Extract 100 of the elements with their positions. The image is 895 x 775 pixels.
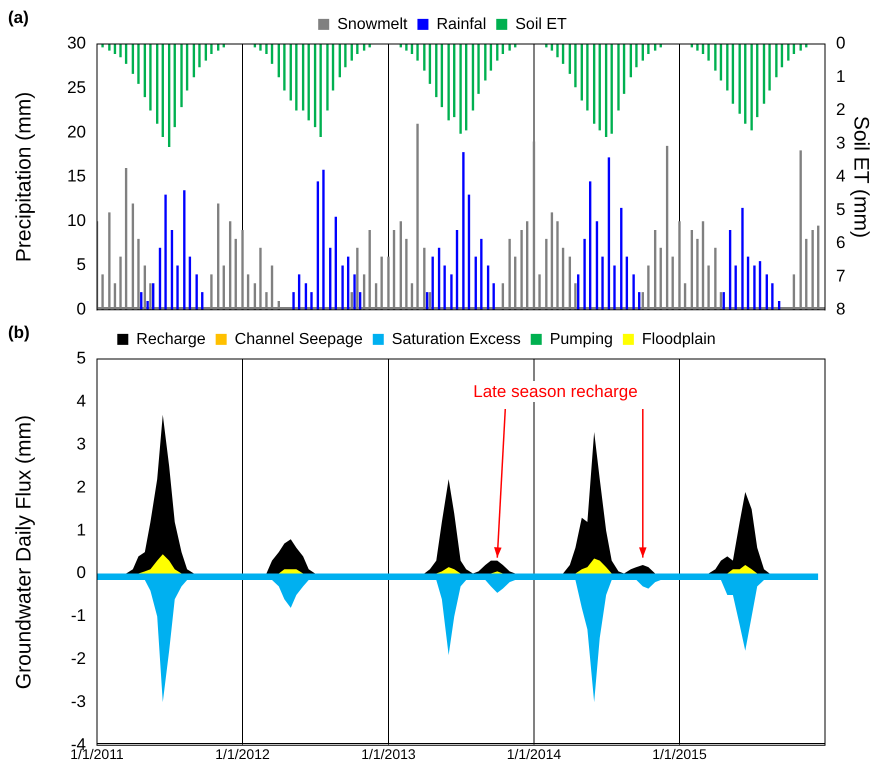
- bar: [428, 292, 432, 310]
- bar: [380, 256, 383, 310]
- bar: [799, 150, 802, 310]
- bar: [338, 44, 341, 78]
- y-tick-label: 5: [76, 348, 86, 368]
- y2-tick-label: 0: [836, 34, 846, 53]
- bar: [480, 238, 483, 310]
- bar: [108, 212, 111, 310]
- bar: [608, 157, 610, 310]
- bar: [574, 44, 577, 88]
- bar: [341, 266, 344, 310]
- y-tick-label: -2: [70, 649, 86, 668]
- bar: [660, 248, 662, 310]
- bar: [642, 44, 644, 61]
- y2-tick-label: 3: [836, 133, 846, 152]
- bar: [350, 44, 353, 61]
- bar: [124, 44, 128, 64]
- bar: [714, 44, 717, 71]
- y-tick-label: 3: [76, 434, 86, 454]
- bar: [188, 256, 192, 310]
- bar: [234, 238, 237, 310]
- bar: [728, 230, 732, 310]
- bar: [362, 44, 366, 51]
- bar: [768, 44, 771, 91]
- legend-label: Recharge: [136, 330, 206, 348]
- y-tick-label: 4: [76, 392, 86, 411]
- bar: [132, 44, 134, 74]
- y-tick-label: 1: [76, 520, 86, 540]
- bar: [183, 190, 186, 310]
- bar: [756, 44, 758, 118]
- legend-label: Channel Seepage: [234, 330, 363, 348]
- bar: [574, 283, 577, 310]
- bar: [438, 248, 440, 310]
- bar: [610, 44, 613, 134]
- y-tick-label: 10: [67, 210, 86, 230]
- bar: [374, 283, 378, 310]
- bar: [101, 44, 104, 48]
- bar: [108, 44, 111, 51]
- bar: [545, 238, 548, 310]
- bar: [604, 44, 608, 138]
- bar: [314, 44, 316, 128]
- bar: [149, 283, 152, 310]
- bar: [144, 44, 146, 98]
- bar: [400, 221, 402, 310]
- bar: [344, 44, 347, 68]
- bar: [201, 292, 204, 310]
- bar: [295, 44, 298, 110]
- bar: [156, 44, 158, 124]
- y-axis-title: Precipitation (mm): [12, 92, 36, 262]
- bar: [368, 44, 371, 48]
- bar: [405, 238, 408, 310]
- bar: [140, 292, 142, 310]
- bar: [642, 292, 644, 310]
- bar: [459, 44, 462, 134]
- y2-tick-label: 7: [836, 266, 846, 286]
- bar: [492, 283, 495, 310]
- bar: [520, 230, 523, 310]
- bar: [734, 266, 737, 310]
- bar: [766, 274, 768, 310]
- bar: [319, 44, 322, 138]
- bar: [302, 44, 304, 110]
- bar: [502, 44, 504, 54]
- bar: [811, 230, 814, 310]
- y-tick-label: 2: [76, 477, 86, 496]
- bar: [707, 266, 710, 310]
- bar: [346, 256, 350, 310]
- y-tick-label: 25: [67, 78, 86, 97]
- bar: [440, 44, 444, 108]
- bar: [400, 44, 402, 48]
- bar: [426, 292, 428, 310]
- bar: [450, 274, 453, 310]
- bar: [792, 44, 796, 54]
- bar: [358, 292, 362, 310]
- bar: [502, 283, 504, 310]
- bar: [254, 283, 256, 310]
- bar: [778, 300, 780, 310]
- bar: [714, 248, 717, 310]
- bar: [356, 44, 359, 54]
- bar: [428, 44, 432, 84]
- bar: [334, 216, 337, 310]
- bar: [545, 44, 548, 48]
- bar: [707, 44, 710, 61]
- y2-axis-title: Soil ET (mm): [850, 116, 873, 238]
- bar: [101, 274, 104, 310]
- bar: [792, 274, 796, 310]
- bar: [647, 266, 650, 310]
- bar: [304, 283, 308, 310]
- bar: [329, 248, 332, 310]
- bar: [732, 44, 734, 104]
- bar: [464, 44, 468, 130]
- bar: [152, 283, 154, 310]
- bar: [356, 248, 359, 310]
- y2-tick-label: 1: [836, 66, 846, 86]
- y2-tick-label: 4: [836, 166, 846, 186]
- bar: [246, 274, 250, 310]
- bar: [672, 256, 674, 310]
- bar: [496, 44, 498, 61]
- bar: [805, 238, 808, 310]
- x-tick-label: 1/1/2012: [215, 746, 270, 762]
- bar: [799, 44, 802, 51]
